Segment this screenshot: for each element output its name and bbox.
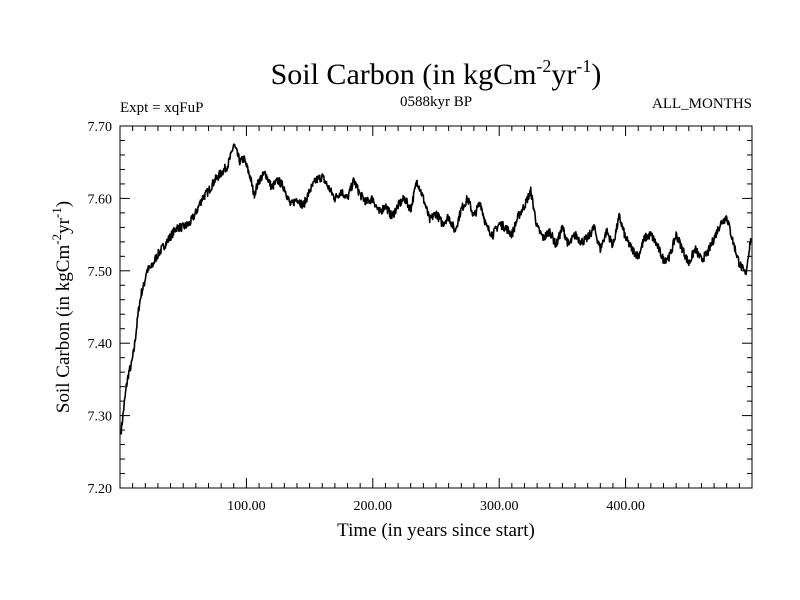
axis-ticks [120, 125, 752, 489]
y-axis-label: Soil Carbon (in kgCm-2yr-1) [49, 201, 74, 413]
y-tick-label: 7.70 [88, 120, 113, 135]
x-tick-label: 300.00 [480, 499, 519, 514]
x-tick-label: 100.00 [227, 499, 266, 514]
x-tick-label: 400.00 [606, 499, 645, 514]
y-tick-label: 7.60 [88, 192, 113, 207]
y-tick-labels: 7.20 7.30 7.40 7.50 7.60 7.70 [88, 120, 113, 497]
x-tick-labels: 100.00 200.00 300.00 400.00 [227, 499, 645, 514]
y-tick-label: 7.40 [88, 337, 113, 352]
y-tick-label: 7.20 [88, 482, 113, 497]
months-label: ALL_MONTHS [652, 96, 752, 112]
soil-carbon-series-line [120, 143, 752, 435]
y-tick-label: 7.50 [88, 265, 113, 280]
period-label: 0588kyr BP [400, 94, 472, 110]
y-tick-label: 7.30 [88, 410, 113, 425]
x-tick-label: 200.00 [354, 499, 393, 514]
experiment-label: Expt = xqFuP [120, 100, 203, 116]
x-axis-label: Time (in years since start) [337, 520, 535, 541]
chart-title: Soil Carbon (in kgCm-2yr-1) [271, 56, 602, 91]
